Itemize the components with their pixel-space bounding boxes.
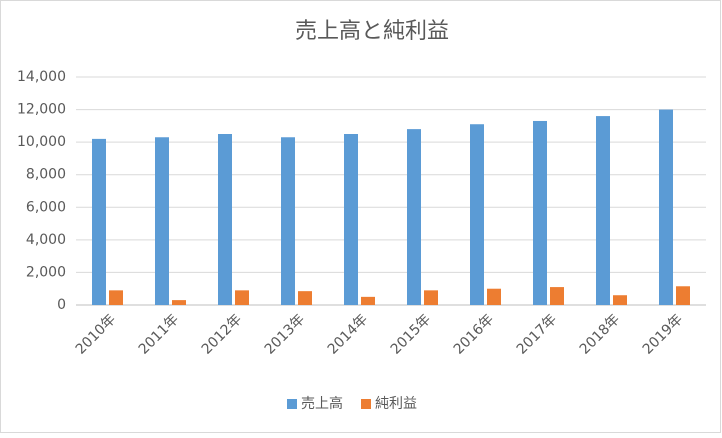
legend-label: 売上高 <box>301 395 343 412</box>
legend-swatch <box>287 399 297 409</box>
chart-title: 売上高と純利益 <box>295 19 449 44</box>
bar <box>109 290 123 305</box>
bar <box>361 296 375 305</box>
bar <box>407 129 421 305</box>
bar <box>596 116 610 305</box>
y-tick-label: 4,000 <box>26 232 66 248</box>
legend-label: 純利益 <box>375 396 417 412</box>
y-tick-label: 8,000 <box>26 167 66 183</box>
bar <box>235 290 249 305</box>
bar <box>155 137 169 305</box>
bar <box>281 137 295 305</box>
bar <box>218 134 232 305</box>
y-tick-label: 2,000 <box>26 264 66 280</box>
y-tick-label: 0 <box>57 297 66 313</box>
y-tick-label: 12,000 <box>17 102 66 118</box>
y-tick-label: 6,000 <box>26 199 66 215</box>
bar <box>92 138 106 305</box>
bar <box>676 286 690 305</box>
bar <box>172 300 186 305</box>
bar <box>470 124 484 305</box>
bar <box>344 134 358 305</box>
y-tick-label: 14,000 <box>17 69 66 85</box>
bar <box>487 288 501 305</box>
legend-swatch <box>361 399 371 409</box>
bar <box>550 287 564 305</box>
y-tick-label: 10,000 <box>17 134 66 150</box>
bar <box>613 295 627 305</box>
bar <box>424 290 438 305</box>
bar <box>298 291 312 305</box>
bar <box>659 109 673 305</box>
bar <box>533 120 547 305</box>
